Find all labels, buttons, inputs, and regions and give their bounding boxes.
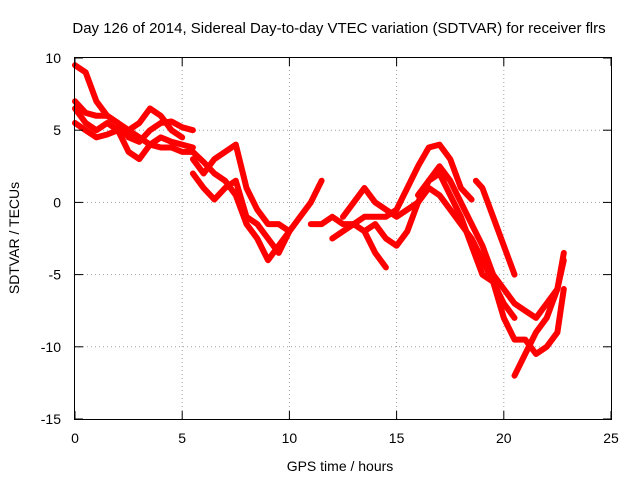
series-line-track-7 <box>189 141 293 235</box>
series-line-track-14 <box>511 257 567 379</box>
y-tick-label: 5 <box>53 122 61 138</box>
series-line-track-9 <box>329 141 475 242</box>
x-tick-label: 25 <box>603 430 619 446</box>
y-tick-label: -10 <box>41 339 61 355</box>
y-tick-label: -15 <box>41 411 61 427</box>
y-tick-label: 0 <box>53 194 61 210</box>
grid-lines <box>75 58 611 419</box>
series-line-track-13 <box>472 177 518 278</box>
axis-ticks: 0 5 10 15 20 25 10 5 0 -5 -10 -15 <box>41 50 619 446</box>
x-tick-label: 0 <box>71 430 79 446</box>
x-axis-title: GPS time / hours <box>287 458 394 474</box>
series-line-track-3 <box>72 105 196 163</box>
y-tick-label: 10 <box>45 50 61 66</box>
x-tick-label: 20 <box>496 430 512 446</box>
series-line-track-1 <box>72 62 196 145</box>
x-tick-label: 5 <box>178 430 186 446</box>
series-line-track-5 <box>189 148 325 264</box>
x-tick-label: 10 <box>282 430 298 446</box>
series-line-track-6 <box>189 170 293 256</box>
y-axis-title: SDTVAR / TECUs <box>6 182 22 294</box>
series-line-track-12 <box>415 170 567 357</box>
data-series <box>72 62 567 379</box>
y-tick-label: -5 <box>49 267 62 283</box>
x-tick-label: 15 <box>389 430 405 446</box>
plot-frame <box>74 57 612 420</box>
series-line-track-11 <box>361 163 567 321</box>
series-line-track-4 <box>72 120 196 155</box>
chart-title: Day 126 of 2014, Sidereal Day-to-day VTE… <box>72 20 605 37</box>
series-line-track-10 <box>340 185 518 321</box>
